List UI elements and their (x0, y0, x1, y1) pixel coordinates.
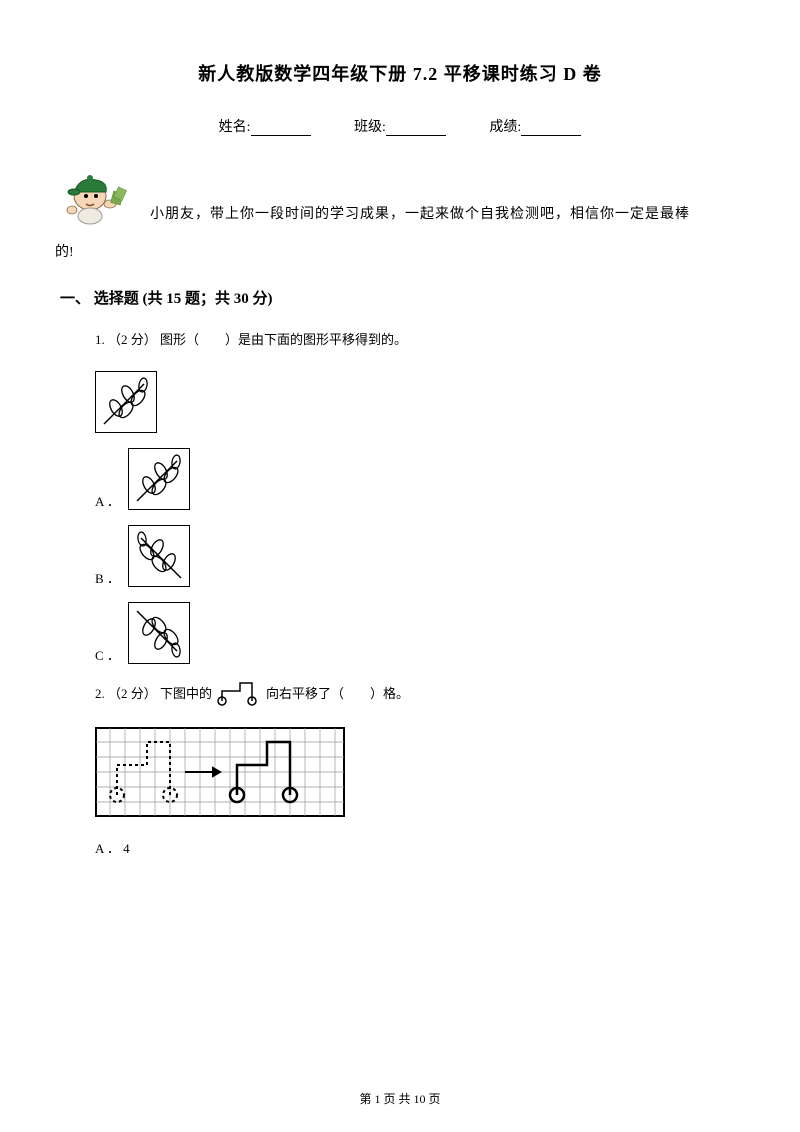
q1-figure (95, 371, 740, 433)
q1-option-a-label: A ． (95, 491, 120, 510)
q2-grid-icon (95, 727, 345, 817)
mascot-row: 小朋友，带上你一段时间的学习成果，一起来做个自我检测吧，相信你一定是最棒 (60, 166, 740, 229)
name-blank (251, 120, 311, 136)
leaf-c-icon (129, 603, 189, 663)
q1-option-a: A ． (95, 448, 740, 510)
q1-option-c: C ． (95, 602, 740, 664)
q2-option-a: A ． 4 (95, 837, 740, 860)
name-text: 姓名: (219, 120, 251, 135)
class-blank (386, 120, 446, 136)
page-title: 新人教版数学四年级下册 7.2 平移课时练习 D 卷 (60, 60, 740, 86)
q2-prefix: 2. （2 分） 下图中的 (95, 682, 212, 705)
score-label: 成绩: (489, 120, 581, 135)
q1-option-c-label: C ． (95, 645, 120, 664)
q1-option-b: B ． (95, 525, 740, 587)
leaf-a-icon (129, 449, 189, 509)
leaf-b-icon (129, 526, 189, 586)
q2-figure (95, 727, 740, 822)
leaf-original-icon (96, 372, 156, 432)
q2-text: 2. （2 分） 下图中的 向右平移了（ ）格。 (95, 679, 740, 707)
page-footer: 第 1 页 共 10 页 (0, 1090, 800, 1107)
greeting-line2: 的! (55, 239, 740, 267)
section-header: 一、 选择题 (共 15 题；共 30 分) (60, 287, 740, 308)
q1-text: 1. （2 分） 图形（ ）是由下面的图形平移得到的。 (95, 328, 740, 351)
q1-option-b-label: B ． (95, 568, 120, 587)
name-label: 姓名: (219, 120, 311, 135)
greeting-line1: 小朋友，带上你一段时间的学习成果，一起来做个自我检测吧，相信你一定是最棒 (150, 166, 690, 229)
score-blank (521, 120, 581, 136)
mascot-icon (60, 166, 130, 226)
q2-suffix: 向右平移了（ ）格。 (266, 682, 409, 705)
q2-inline-shape-icon (214, 679, 264, 707)
class-text: 班级: (354, 120, 386, 135)
score-text: 成绩: (489, 120, 521, 135)
class-label: 班级: (354, 120, 446, 135)
info-line: 姓名: 班级: 成绩: (60, 116, 740, 136)
